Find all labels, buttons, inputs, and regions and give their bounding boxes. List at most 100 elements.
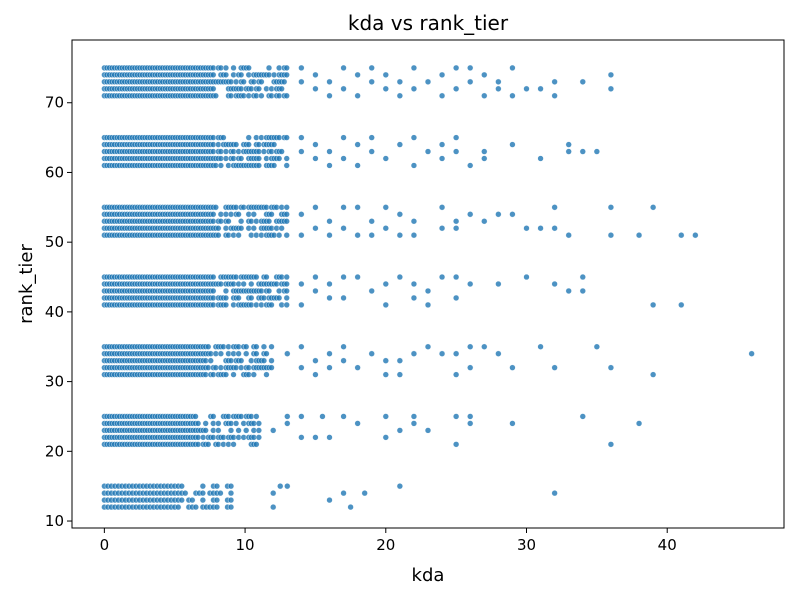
scatter-point xyxy=(284,350,291,357)
scatter-point xyxy=(495,211,502,218)
scatter-point xyxy=(354,273,361,281)
scatter-point xyxy=(537,343,544,350)
scatter-point xyxy=(509,364,516,371)
scatter-point xyxy=(205,343,212,350)
scatter-point xyxy=(607,71,615,78)
scatter-point xyxy=(227,497,235,504)
scatter-point xyxy=(453,218,460,225)
scatter-point xyxy=(268,357,275,364)
scatter-point xyxy=(213,503,221,511)
points-layer xyxy=(101,64,755,511)
scatter-point xyxy=(217,350,224,357)
scatter-point xyxy=(410,64,418,71)
scatter-point xyxy=(326,434,333,441)
scatter-point xyxy=(192,413,199,420)
scatter-point xyxy=(579,78,586,85)
scatter-point xyxy=(438,141,446,148)
scatter-point xyxy=(276,232,283,239)
scatter-point xyxy=(481,218,488,225)
scatter-point xyxy=(396,141,403,148)
plot-frame xyxy=(71,39,785,529)
scatter-point xyxy=(210,273,217,281)
scatter-point xyxy=(283,204,290,211)
scatter-point xyxy=(495,280,502,288)
scatter-point xyxy=(278,225,285,232)
scatter-point xyxy=(284,420,291,427)
scatter-point xyxy=(189,497,196,504)
scatter-point xyxy=(270,427,277,434)
scatter-point xyxy=(438,155,446,162)
scatter-point xyxy=(340,490,347,497)
scatter-point xyxy=(410,218,418,225)
scatter-point xyxy=(678,232,685,239)
scatter-point xyxy=(270,141,278,148)
scatter-point xyxy=(396,232,403,239)
scatter-point xyxy=(194,420,202,427)
scatter-point xyxy=(607,232,615,239)
scatter-point xyxy=(579,273,586,281)
scatter-point xyxy=(438,225,446,232)
scatter-point xyxy=(263,273,270,281)
scatter-point xyxy=(298,78,305,85)
scatter-point xyxy=(467,343,474,350)
scatter-point xyxy=(265,287,273,295)
scatter-point xyxy=(354,364,361,371)
scatter-point xyxy=(283,162,290,169)
scatter-point xyxy=(178,497,185,504)
y-tick-label: 50 xyxy=(45,233,64,251)
scatter-point xyxy=(283,273,290,281)
scatter-point xyxy=(255,420,262,427)
scatter-point xyxy=(298,413,305,420)
scatter-point xyxy=(238,357,245,364)
scatter-point xyxy=(319,413,326,420)
scatter-point xyxy=(312,371,319,378)
scatter-point xyxy=(326,350,333,357)
scatter-point xyxy=(250,225,257,232)
scatter-point xyxy=(210,413,217,420)
scatter-point xyxy=(312,155,319,162)
scatter-point xyxy=(227,503,235,511)
scatter-point xyxy=(467,413,474,420)
scatter-point xyxy=(230,64,237,71)
scatter-point xyxy=(232,420,240,427)
scatter-point xyxy=(453,294,460,302)
scatter-point xyxy=(268,343,275,350)
scatter-point xyxy=(340,64,347,71)
scatter-point xyxy=(481,71,488,78)
scatter-point xyxy=(340,413,347,420)
scatter-point xyxy=(495,85,502,92)
scatter-point xyxy=(283,155,290,162)
scatter-point xyxy=(438,92,446,99)
scatter-point xyxy=(298,280,305,288)
scatter-point xyxy=(235,350,242,357)
scatter-point xyxy=(283,287,290,295)
scatter-point xyxy=(283,280,290,288)
scatter-point xyxy=(410,232,418,239)
scatter-point xyxy=(340,155,347,162)
y-tick-label: 30 xyxy=(45,373,64,391)
scatter-point xyxy=(467,64,474,71)
scatter-point xyxy=(354,204,361,211)
scatter-point xyxy=(222,294,230,302)
scatter-point xyxy=(245,134,252,141)
y-tick-label: 10 xyxy=(45,512,64,530)
scatter-point xyxy=(312,273,319,281)
x-tick-label: 20 xyxy=(376,536,395,554)
scatter-point xyxy=(438,71,446,78)
scatter-point xyxy=(326,497,333,504)
scatter-point xyxy=(243,427,250,434)
scatter-point xyxy=(263,371,270,378)
scatter-point xyxy=(467,162,474,169)
scatter-point xyxy=(467,78,474,85)
scatter-point xyxy=(175,503,182,511)
scatter-point xyxy=(298,64,305,71)
scatter-point xyxy=(258,92,265,99)
scatter-point xyxy=(255,427,262,434)
scatter-point xyxy=(270,490,277,497)
x-tick-label: 40 xyxy=(658,536,677,554)
scatter-point xyxy=(361,490,368,497)
scatter-point xyxy=(276,294,283,302)
scatter-point xyxy=(453,413,460,420)
scatter-point xyxy=(438,273,446,281)
scatter-point xyxy=(312,85,319,92)
